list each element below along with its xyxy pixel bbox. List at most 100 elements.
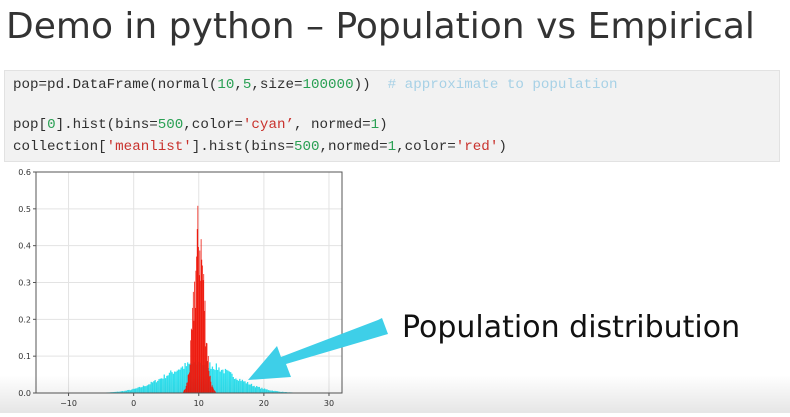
population-bar [121,391,124,393]
empirical-bar [197,205,199,393]
empirical-bar [203,274,205,393]
population-bar [222,369,224,393]
population-bar [154,379,156,393]
population-bar [131,389,133,393]
code-token: pop[ [13,117,48,133]
code-token: , normed= [294,117,371,133]
code-token: collection[ [13,139,107,155]
code-token: ].hist(bins= [55,117,158,133]
empirical-bar [195,270,197,393]
code-token: )) [353,77,388,93]
empirical-bar [211,386,212,393]
population-bar [155,382,158,393]
code-token: ,color= [183,117,243,133]
population-bar [231,373,233,393]
empirical-bar [186,382,188,393]
empirical-bar [188,373,190,393]
population-bar [240,381,242,393]
population-bar [167,375,169,393]
empirical-bar [198,247,199,393]
empirical-bar [206,343,208,393]
code-line-3: collection['meanlist'].hist(bins=500,nor… [13,139,507,155]
x-tick-label: 10 [194,399,204,408]
code-number: 1 [387,139,397,155]
population-bar [149,384,151,393]
empirical-bar [202,280,204,393]
code-number: 500 [157,117,184,133]
population-bar [235,378,237,393]
code-number: 0 [47,117,56,133]
empirical-bar [196,229,198,393]
population-bar [140,387,142,393]
empirical-bar [214,391,216,393]
empirical-bar [190,340,192,393]
empirical-bar [205,346,207,393]
population-bar [228,371,231,393]
population-bar [279,391,281,393]
code-token: pop=pd.DataFrame(normal( [13,77,218,93]
empirical-bar [183,391,184,393]
empirical-bar [211,385,213,393]
population-bar [224,368,227,393]
callout-arrow-icon [248,318,388,380]
empirical-bar [213,389,215,393]
population-bar [210,368,212,393]
callout-label: Population distribution [402,310,741,345]
population-bar [164,378,167,393]
population-bar [232,376,234,393]
population-bar [184,362,186,393]
empirical-bar [187,382,188,393]
y-tick-label: 0.2 [18,315,31,324]
code-token: ) [498,139,507,155]
population-bar [215,363,217,393]
empirical-bar [189,364,191,393]
population-bar [246,382,249,393]
population-bar [150,381,152,393]
empirical-bar [203,310,205,393]
code-number: 10 [217,77,235,93]
code-comment: # approximate to population [387,77,618,93]
population-bar [254,387,257,393]
population-bar [262,389,264,393]
population-bar [162,378,164,393]
population-bar [248,384,250,393]
population-bar [211,366,214,393]
population-bar [170,370,172,393]
code-number: 500 [293,139,320,155]
population-bar [214,370,216,393]
population-bar [132,388,134,393]
population-bar [125,390,128,393]
population-bar [163,374,165,393]
population-bar [266,389,268,393]
empirical-bar [194,281,196,393]
empirical-bar [191,330,193,393]
population-bar [134,388,137,393]
empirical-bar [193,320,195,393]
population-bar [180,367,182,393]
population-bar [141,387,143,393]
population-bar [172,373,175,393]
y-tick-label: 0.4 [18,242,31,251]
population-bar [249,384,251,393]
population-bar [226,369,228,393]
code-number: 5 [242,77,252,93]
population-bar [216,369,219,393]
population-bar [120,391,122,393]
empirical-bar [196,256,197,393]
population-bar [174,371,176,393]
empirical-bar [192,291,194,393]
population-bar [213,369,215,393]
x-tick-label: −10 [60,399,77,408]
empirical-bar [210,381,212,393]
population-bar [127,390,129,393]
population-bar [265,389,267,393]
population-bar [245,383,247,393]
population-bar [256,385,258,393]
population-bar [179,369,181,393]
empirical-bar [200,239,202,393]
empirical-bar [209,375,211,393]
population-bar [257,386,259,393]
population-bar [171,372,173,393]
population-bar [236,379,238,393]
population-bar [175,371,177,393]
